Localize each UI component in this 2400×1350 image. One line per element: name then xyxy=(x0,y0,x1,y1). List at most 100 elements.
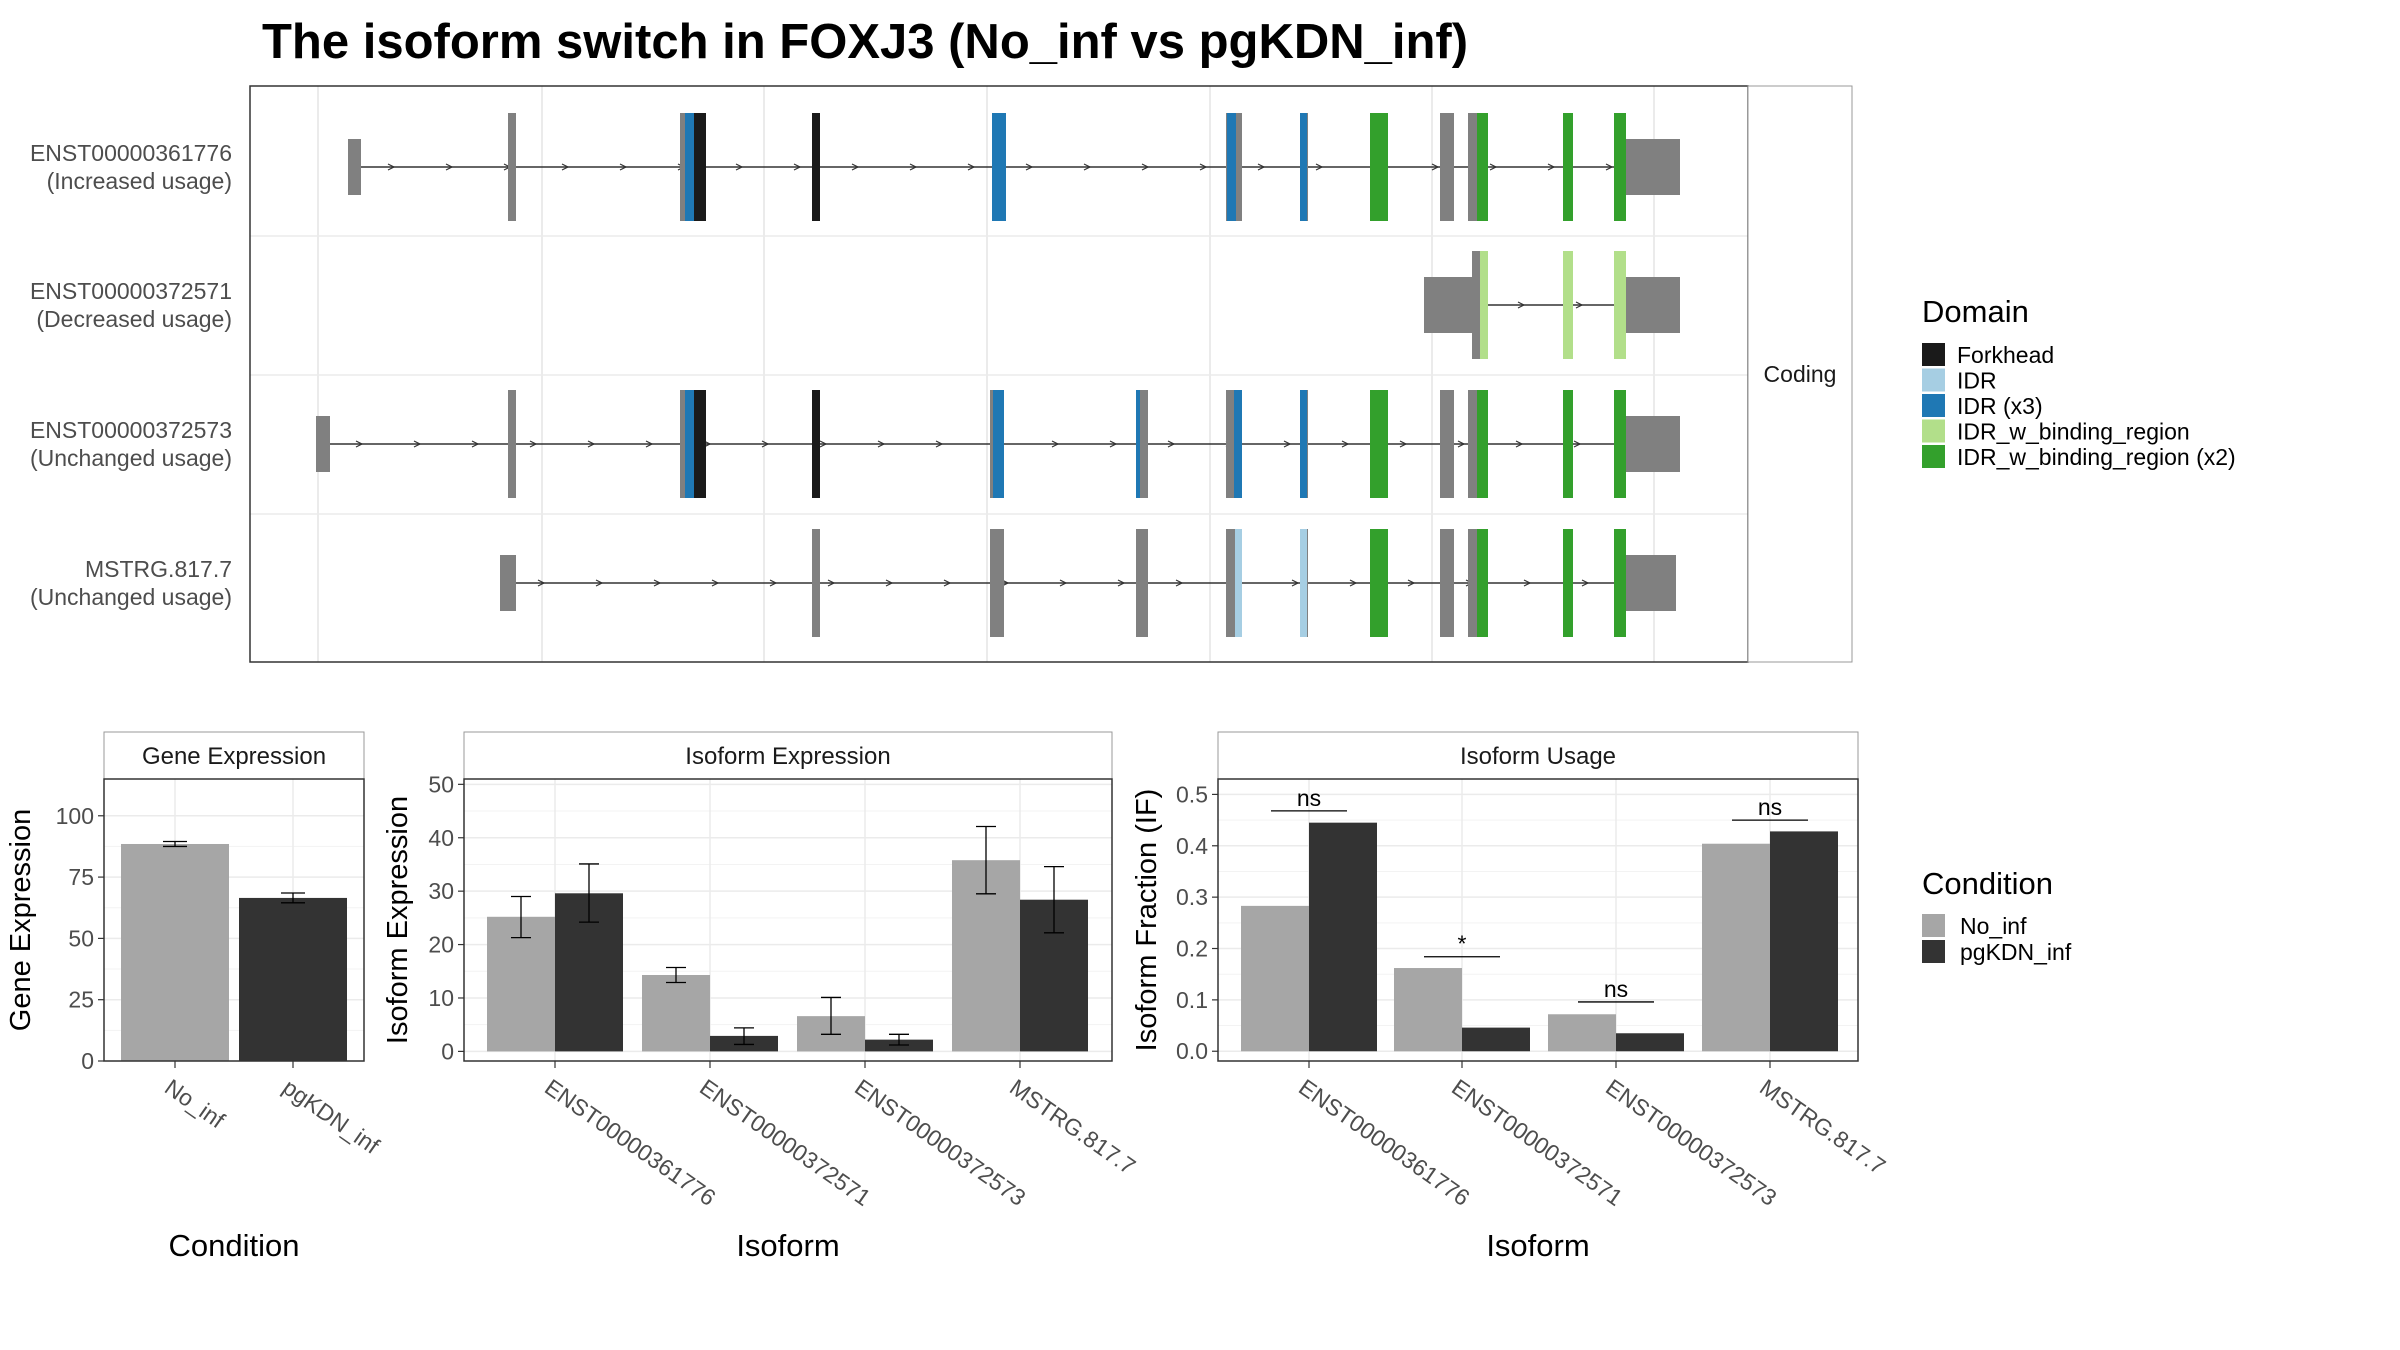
domain-block xyxy=(1477,529,1488,637)
significance-label: ns xyxy=(1758,794,1782,820)
domain-legend-swatch xyxy=(1922,419,1945,443)
intron-arrow xyxy=(1291,579,1300,587)
error-bar xyxy=(163,840,187,848)
domain-block xyxy=(1234,390,1242,498)
exon xyxy=(1626,416,1680,472)
y-tick-label: 0.4 xyxy=(1176,833,1208,859)
intron-arrow xyxy=(529,440,538,448)
intron-arrow xyxy=(471,440,480,448)
isoform-usage-label: (Unchanged usage) xyxy=(30,445,232,471)
intron-arrow xyxy=(761,440,770,448)
domain-legend-swatch xyxy=(1922,368,1945,392)
y-tick-label: 0 xyxy=(81,1048,94,1074)
domain-legend-swatch xyxy=(1922,343,1945,366)
panel-strip xyxy=(103,731,365,780)
isoform-expression-panel: Isoform Expression 0 10 20 30 40 50 ENST0000036… xyxy=(382,731,1140,1263)
y-tick-label: 25 xyxy=(68,987,94,1013)
intron-arrow xyxy=(819,440,828,448)
exon xyxy=(990,529,1004,637)
exon xyxy=(1424,277,1472,333)
intron-arrow xyxy=(1341,440,1350,448)
isoform-track xyxy=(316,390,1680,498)
intron-arrow xyxy=(595,579,604,587)
panel-border xyxy=(1217,778,1859,1062)
intron-arrow xyxy=(935,440,944,448)
intron-arrow xyxy=(1109,440,1118,448)
x-tick-label: pgKDN_inf xyxy=(278,1074,385,1159)
domain-block xyxy=(1227,113,1236,221)
condition-legend-label: pgKDN_inf xyxy=(1960,939,2072,965)
intron-arrow xyxy=(1515,440,1524,448)
intron-arrow xyxy=(1457,440,1466,448)
domain-block xyxy=(1300,390,1307,498)
intron-arrow xyxy=(1573,440,1582,448)
x-tick-label: ENST00000361776 xyxy=(540,1074,720,1211)
panel-strip-title: Isoform Usage xyxy=(1460,743,1616,770)
intron-arrow xyxy=(1059,579,1068,587)
domain-block xyxy=(812,113,820,221)
isoform-id-label: ENST00000372571 xyxy=(30,278,232,304)
intron-arrow xyxy=(1199,163,1208,171)
bar-No_inf-ENST00000372573 xyxy=(1548,1014,1616,1052)
intron-arrow xyxy=(1581,579,1590,587)
domain-legend-label: IDR xyxy=(1957,368,1997,394)
intron-arrow xyxy=(561,163,570,171)
isoform-id-label: MSTRG.817.7 xyxy=(85,556,232,582)
bar-pgKDN_inf-MSTRG.817.7 xyxy=(1770,831,1838,1052)
y-tick-label: 100 xyxy=(56,803,94,829)
domain-block xyxy=(1300,113,1307,221)
domain-block xyxy=(694,113,699,221)
exon xyxy=(510,390,515,498)
domain-block xyxy=(694,390,699,498)
domain-legend-label: Forkhead xyxy=(1957,342,2054,368)
isoform-usage-label: (Unchanged usage) xyxy=(30,584,232,610)
x-tick-label: MSTRG.817.7 xyxy=(1755,1074,1890,1180)
y-axis-title: Isoform Expression xyxy=(382,796,414,1044)
bar-pgKDN_inf-ENST00000372571 xyxy=(1462,1027,1530,1052)
error-bar xyxy=(511,895,531,939)
domain-block xyxy=(1370,113,1388,221)
exon xyxy=(510,113,515,221)
panel-strip xyxy=(463,731,1113,780)
intron-arrow xyxy=(387,163,396,171)
intron-arrow xyxy=(653,579,662,587)
intron-arrow xyxy=(877,440,886,448)
y-tick-label: 0 xyxy=(441,1038,454,1064)
domain-block xyxy=(1563,390,1573,498)
significance-label: * xyxy=(1458,931,1467,957)
structure-tracks xyxy=(316,113,1680,637)
intron-arrow xyxy=(793,163,802,171)
exon xyxy=(812,529,820,637)
intron-arrow xyxy=(537,579,546,587)
intron-arrow xyxy=(827,579,836,587)
intron-arrow xyxy=(587,440,596,448)
condition-legend-title: Condition xyxy=(1922,866,2053,901)
structure-panel: Coding ENST00000361776(Increased usage)E… xyxy=(30,85,1853,663)
domain-legend-swatch xyxy=(1922,394,1945,417)
exon xyxy=(316,416,330,472)
intron-arrow xyxy=(885,579,894,587)
domain-block xyxy=(1614,529,1626,637)
domain-block xyxy=(1370,390,1388,498)
domain-legend-label: IDR_w_binding_region xyxy=(1957,419,2190,445)
intron-arrow xyxy=(735,163,744,171)
x-axis-title: Isoform xyxy=(1486,1228,1589,1263)
bar-No_inf-ENST00000361776 xyxy=(487,916,555,1052)
significance-label: ns xyxy=(1297,785,1321,811)
isoform-id-label: ENST00000361776 xyxy=(30,140,232,166)
intron-arrow xyxy=(1349,579,1358,587)
panel-strip-title: Gene Expression xyxy=(142,743,326,770)
intron-arrow xyxy=(1141,163,1150,171)
domain-block xyxy=(1136,390,1140,498)
condition-legend-swatch xyxy=(1922,940,1945,963)
x-tick-label: ENST00000372573 xyxy=(850,1074,1030,1211)
x-axis-title: Condition xyxy=(169,1228,300,1263)
domain-legend-label: IDR (x3) xyxy=(1957,393,2043,419)
y-axis-title: Isoform Fraction (IF) xyxy=(1131,789,1163,1052)
error-bar xyxy=(666,966,686,984)
panel-border xyxy=(463,778,1113,1062)
